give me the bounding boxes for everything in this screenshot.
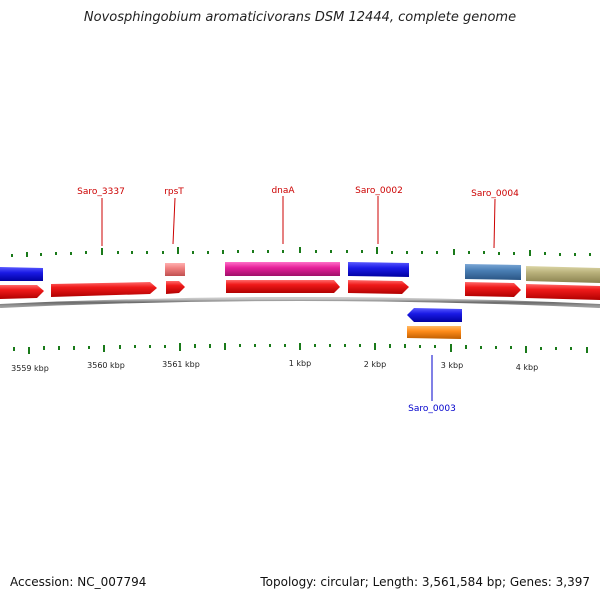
feature-dnaA[interactable] — [225, 262, 340, 276]
gene-arrow-left[interactable] — [0, 285, 44, 299]
forward-gene-track — [0, 280, 600, 300]
gene-label-dnaA[interactable]: dnaA — [271, 186, 295, 196]
gene-arrow-saro-0003[interactable] — [407, 308, 462, 322]
label-leaders — [101, 196, 496, 401]
feature-track-upper — [0, 262, 600, 283]
gene-label-saro-3337[interactable]: Saro_3337 — [77, 187, 125, 197]
tick-label-1kbp: 1 kbp — [289, 359, 311, 368]
feature-rpsT[interactable] — [165, 263, 185, 276]
genome-backbone — [0, 297, 600, 308]
tick-label-2kbp: 2 kbp — [364, 360, 386, 369]
gene-label-saro-0004[interactable]: Saro_0004 — [471, 189, 519, 199]
gene-arrow-dnaA[interactable] — [226, 280, 340, 293]
map-title: Novosphingobium aromaticivorans DSM 1244… — [83, 10, 517, 25]
tick-label-4kbp: 4 kbp — [516, 363, 538, 372]
lower-tick-row — [13, 343, 588, 354]
tick-label-3560kbp: 3560 kbp — [87, 361, 125, 370]
feature-saro-0003-orange[interactable] — [407, 326, 461, 339]
tick-label-3559kbp: 3559 kbp — [11, 364, 49, 373]
gene-arrow-rpsT[interactable] — [166, 281, 185, 294]
gene-arrow-saro-0002[interactable] — [348, 280, 409, 294]
gene-arrow-right[interactable] — [526, 284, 600, 300]
gene-label-saro-0002[interactable]: Saro_0002 — [355, 186, 403, 196]
feature-saro-0002[interactable] — [348, 262, 409, 277]
gene-label-rpsT[interactable]: rpsT — [164, 187, 184, 197]
upper-tick-row — [11, 247, 591, 257]
gene-arrow-saro-3337[interactable] — [51, 282, 157, 297]
feature-blue-left[interactable] — [0, 267, 43, 281]
tick-label-3561kbp: 3561 kbp — [162, 360, 200, 369]
gene-label-saro-0003[interactable]: Saro_0003 — [408, 404, 456, 414]
accession-text: Accession: NC_007794 — [10, 575, 147, 589]
reverse-gene-track — [407, 308, 462, 339]
genome-summary-text: Topology: circular; Length: 3,561,584 bp… — [260, 575, 590, 589]
feature-khaki-right[interactable] — [526, 266, 600, 283]
tick-label-3kbp: 3 kbp — [441, 361, 463, 370]
feature-saro-0004[interactable] — [465, 264, 521, 280]
gene-arrow-saro-0004[interactable] — [465, 282, 521, 297]
